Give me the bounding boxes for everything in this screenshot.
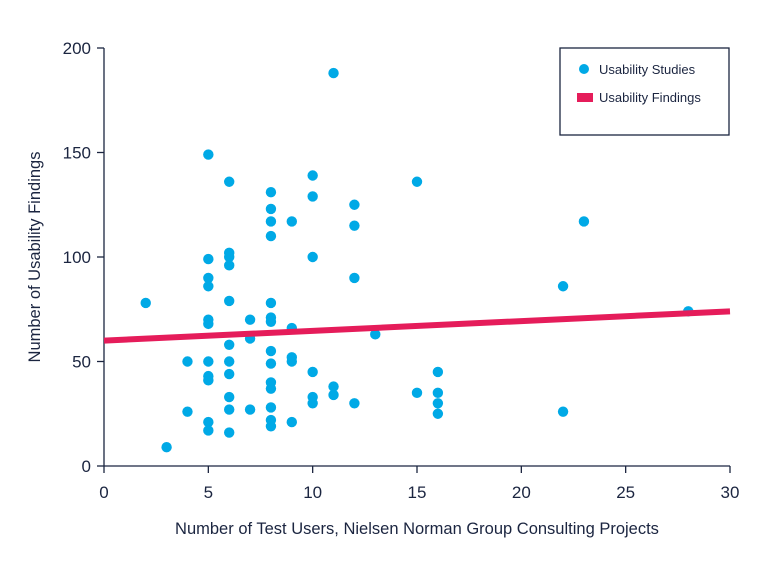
data-point xyxy=(349,398,360,409)
y-tick-label: 50 xyxy=(72,353,91,372)
data-point xyxy=(224,404,235,415)
data-point xyxy=(244,314,256,325)
data-point xyxy=(265,345,277,357)
y-tick-label: 200 xyxy=(63,39,91,58)
data-point xyxy=(224,368,235,380)
data-point xyxy=(307,251,318,263)
data-point xyxy=(557,406,569,417)
data-point xyxy=(265,297,277,309)
data-point xyxy=(265,402,277,413)
y-tick-label: 150 xyxy=(63,144,91,163)
data-point xyxy=(203,253,214,265)
data-point xyxy=(161,441,172,453)
data-point xyxy=(203,425,214,436)
data-point xyxy=(182,406,193,417)
data-point xyxy=(224,339,235,350)
data-point xyxy=(203,375,214,386)
data-point xyxy=(265,230,277,242)
legend-label-usability-studies: Usability Studies xyxy=(599,62,696,77)
x-tick-label: 20 xyxy=(512,483,531,502)
y-axis-title: Number of Usability Findings xyxy=(26,152,44,363)
data-point xyxy=(432,387,444,399)
legend-box xyxy=(559,47,730,136)
y-ticks: 0 50 100 150 200 xyxy=(63,39,104,476)
data-point xyxy=(307,170,318,181)
data-point xyxy=(224,176,235,187)
data-point xyxy=(265,358,277,369)
x-tick-label: 30 xyxy=(721,483,740,502)
legend: Usability Studies Usability Findings xyxy=(559,47,730,136)
data-point xyxy=(140,297,151,309)
data-point xyxy=(265,316,277,327)
x-tick-label: 25 xyxy=(616,483,635,502)
data-point xyxy=(203,318,214,330)
data-point xyxy=(328,381,339,392)
x-tick-label: 15 xyxy=(408,483,427,502)
data-point xyxy=(182,356,193,367)
trend-line-group xyxy=(103,308,731,344)
x-ticks: 0 5 10 15 20 25 30 xyxy=(99,466,739,502)
data-point xyxy=(203,356,214,367)
x-axis-title: Number of Test Users, Nielsen Norman Gro… xyxy=(175,520,659,538)
legend-label-usability-findings: Usability Findings xyxy=(599,90,701,105)
data-point xyxy=(578,216,590,227)
data-point xyxy=(265,216,277,227)
data-point xyxy=(224,356,235,367)
x-tick-label: 0 xyxy=(99,483,108,502)
data-point xyxy=(203,149,214,160)
data-point xyxy=(224,427,235,438)
data-point xyxy=(432,408,444,419)
y-tick-label: 0 xyxy=(82,457,91,476)
data-point xyxy=(307,191,318,202)
y-tick-label: 100 xyxy=(63,248,91,267)
data-point xyxy=(432,366,444,378)
data-point xyxy=(286,356,297,367)
data-point xyxy=(265,421,277,432)
data-point xyxy=(286,216,297,227)
data-point xyxy=(265,187,277,198)
data-point xyxy=(432,398,444,409)
data-point xyxy=(244,404,256,415)
scatter-points xyxy=(140,67,694,453)
data-point xyxy=(328,67,339,79)
data-point xyxy=(265,203,277,215)
data-point xyxy=(203,281,214,292)
data-point xyxy=(224,251,235,263)
data-point xyxy=(307,398,318,409)
data-point xyxy=(286,416,297,428)
data-point xyxy=(328,389,339,401)
data-point xyxy=(224,295,235,307)
data-point xyxy=(224,391,235,403)
x-tick-label: 5 xyxy=(204,483,213,502)
data-point xyxy=(411,176,423,187)
data-point xyxy=(265,383,277,394)
data-point xyxy=(370,329,381,340)
data-point xyxy=(349,272,360,284)
data-point xyxy=(224,260,235,271)
data-point xyxy=(557,281,569,292)
data-point xyxy=(349,220,360,231)
x-tick-label: 10 xyxy=(303,483,322,502)
data-point xyxy=(349,199,360,210)
trend-line xyxy=(103,308,731,344)
data-point xyxy=(411,387,423,399)
data-point xyxy=(203,416,214,428)
data-point xyxy=(307,366,318,378)
legend-marker-usability-findings xyxy=(577,93,593,102)
legend-marker-usability-studies xyxy=(579,64,589,74)
data-point xyxy=(203,272,214,284)
